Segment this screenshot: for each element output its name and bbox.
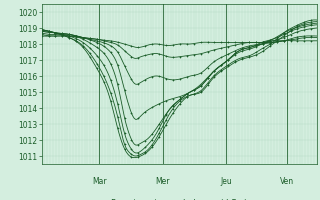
Text: Jeu: Jeu: [220, 177, 232, 186]
Text: Ven: Ven: [279, 177, 293, 186]
Text: Pression niveau de la mer( hPa ): Pression niveau de la mer( hPa ): [111, 199, 247, 200]
Text: Mar: Mar: [92, 177, 107, 186]
Text: Mer: Mer: [156, 177, 170, 186]
